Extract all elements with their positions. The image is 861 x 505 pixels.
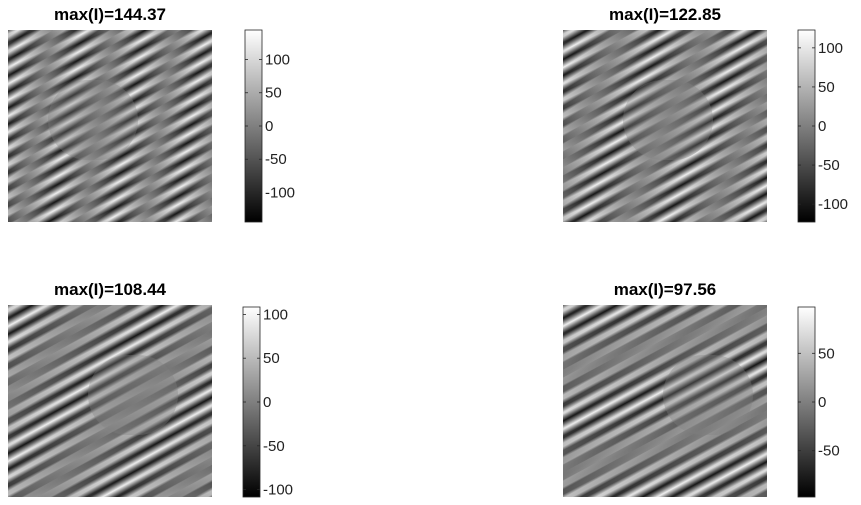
colorbar-tick-label: 100 (265, 51, 290, 68)
image (8, 30, 212, 222)
image (8, 305, 212, 497)
panel-title: max(I)=108.44 (54, 280, 167, 299)
colorbar-tick-label: 50 (265, 85, 282, 102)
image (563, 305, 767, 497)
colorbar-tick-label: 100 (263, 306, 288, 323)
panel-title: max(I)=122.85 (609, 5, 721, 24)
image-haze (48, 80, 138, 160)
image-haze (663, 355, 753, 435)
colorbar-tick-label: -50 (818, 443, 840, 460)
panel-title: max(I)=97.56 (614, 280, 717, 299)
colorbar-tick-label: 50 (818, 79, 835, 96)
image-haze (623, 80, 713, 160)
colorbar-tick-label: 0 (818, 118, 826, 135)
image-texture (563, 30, 767, 222)
colorbar-tick-label: -100 (818, 196, 848, 213)
image-texture (8, 305, 212, 497)
image-texture (563, 305, 767, 497)
image (563, 30, 767, 222)
image-haze (88, 355, 178, 435)
colorbar-tick-label: 0 (265, 118, 273, 135)
colorbar-tick-label: -50 (818, 157, 840, 174)
image-texture (8, 30, 212, 222)
colorbar-tick-label: -50 (265, 151, 287, 168)
panel-title: max(I)=144.37 (54, 5, 166, 24)
colorbar-tick-label: 100 (818, 40, 843, 57)
colorbar-tick-label: 50 (263, 350, 280, 367)
colorbar-tick-label: -100 (265, 184, 295, 201)
colorbar-tick-label: 0 (818, 394, 826, 411)
colorbar-tick-label: 0 (263, 394, 271, 411)
colorbar-tick-label: -100 (263, 482, 293, 499)
colorbar-tick-label: 50 (818, 345, 835, 362)
colorbar-tick-label: -50 (263, 438, 285, 455)
